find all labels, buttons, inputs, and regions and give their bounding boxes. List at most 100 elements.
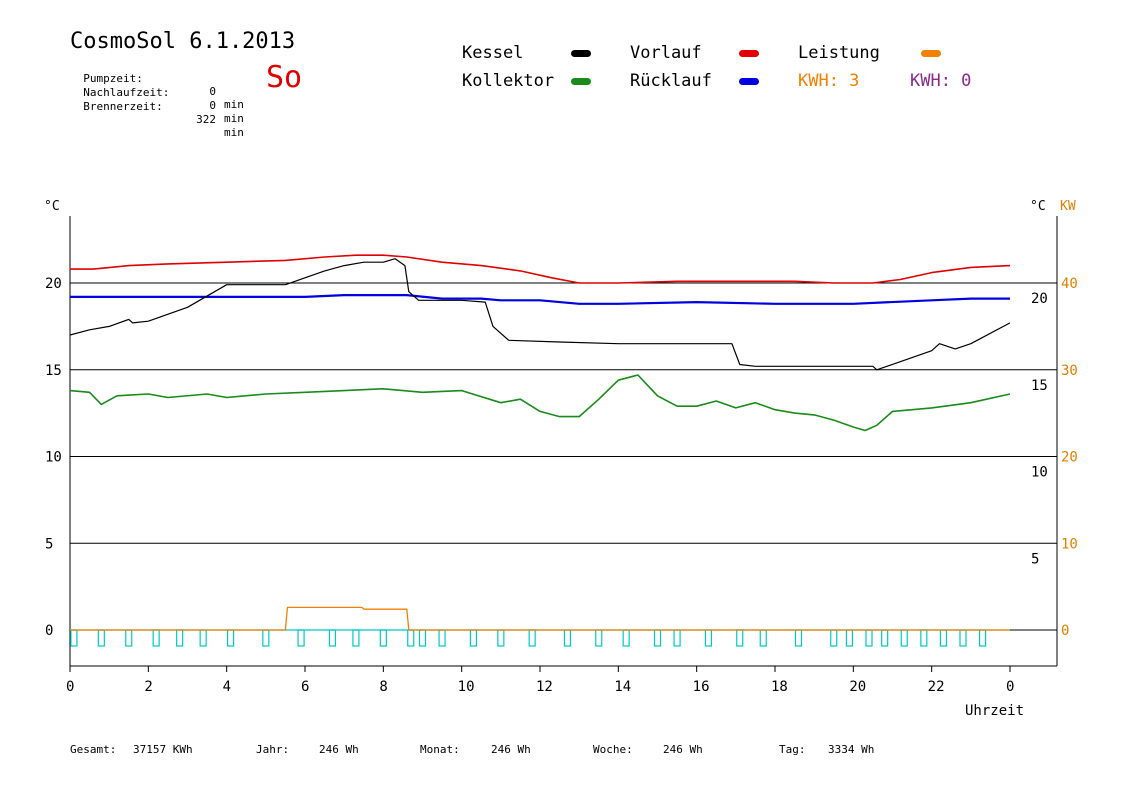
pump-pulse <box>70 629 78 647</box>
footer-tag-label: Tag: <box>779 743 806 756</box>
stat-label: Pumpzeit: <box>83 72 143 85</box>
y-axis-title-left: °C <box>44 199 60 214</box>
x-tick-label: 2 <box>144 679 152 695</box>
stat-unit: min <box>224 98 244 111</box>
legend-ruecklauf-swatch <box>739 78 759 85</box>
pump-pulse <box>125 629 133 647</box>
pump-pulse <box>900 629 908 647</box>
pump-pulse <box>379 629 387 647</box>
legend-kessel-swatch <box>571 50 591 57</box>
x-tick-label: 8 <box>379 679 387 695</box>
legend-leistung-label: Leistung <box>798 43 880 63</box>
legend-kwh-secondary: KWH: 0 <box>910 71 972 91</box>
pump-pulse <box>865 629 873 647</box>
pump-pulse <box>978 629 987 647</box>
pump-pulse <box>328 629 337 647</box>
pump-pulse <box>622 629 630 647</box>
pump-pulse <box>176 629 184 647</box>
weekday-label: So <box>266 60 303 95</box>
series-line-kessel <box>69 258 1011 371</box>
pump-pulse <box>352 629 360 647</box>
page-title: CosmoSol 6.1.2013 <box>70 29 296 54</box>
x-tick-label: 22 <box>928 679 945 695</box>
pump-pulse <box>939 629 948 647</box>
pump-pulse <box>407 629 415 647</box>
y-tick-label-kw: 40 <box>1061 276 1078 292</box>
pump-pulse <box>262 629 270 647</box>
pump-pulse <box>759 629 767 647</box>
pump-pulse <box>881 629 889 647</box>
pump-pulse <box>152 629 160 647</box>
legend-leistung-swatch <box>921 50 941 57</box>
y-tick-label-right: 5 <box>1031 551 1039 567</box>
x-tick-label: 18 <box>771 679 788 695</box>
stat-value: 0 <box>209 85 216 98</box>
legend-ruecklauf-label: Rücklauf <box>630 71 712 91</box>
pump-pulse <box>653 629 662 647</box>
footer-monat-label: Monat: <box>420 743 460 756</box>
y-tick-label-left: 20 <box>45 276 62 292</box>
pump-pulse <box>563 629 572 647</box>
footer-woche-value: 246 Wh <box>663 743 703 756</box>
y-axis-title-right: °C <box>1030 199 1046 214</box>
pump-pulse <box>497 629 505 647</box>
y-tick-label-left: 5 <box>45 536 53 552</box>
pump-pulse <box>226 629 235 647</box>
stat-value: 322 <box>196 113 216 126</box>
footer-woche-label: Woche: <box>593 743 633 756</box>
stat-nachlaufzeit: Nachlaufzeit: 0 min <box>70 73 244 125</box>
legend-kessel-label: Kessel <box>462 43 524 63</box>
stat-label: Nachlaufzeit: <box>83 86 170 99</box>
pump-pulse <box>704 629 713 647</box>
y-tick-label-left: 10 <box>45 450 62 466</box>
y-tick-label-kw: 10 <box>1061 536 1078 552</box>
y-tick-label-left: 15 <box>45 363 62 379</box>
footer-jahr-value: 246 Wh <box>319 743 359 756</box>
y-tick-label-right: 15 <box>1031 378 1048 394</box>
series-line-leistung <box>70 606 1010 631</box>
footer-gesamt-label: Gesamt: <box>70 743 117 756</box>
x-axis-title: Uhrzeit <box>965 703 1024 719</box>
pump-pulse <box>736 629 744 647</box>
y-tick-label-kw: 30 <box>1061 363 1078 379</box>
pump-pulse <box>920 629 928 647</box>
footer-jahr-label: Jahr: <box>256 743 290 756</box>
x-tick-label: 14 <box>614 679 631 695</box>
legend-vorlauf-label: Vorlauf <box>630 43 702 63</box>
x-tick-label: 20 <box>849 679 866 695</box>
pump-pulse <box>595 629 603 647</box>
y-tick-label-right: 10 <box>1031 465 1048 481</box>
x-tick-label: 4 <box>223 679 231 695</box>
y-axis-title-kw: KW <box>1060 199 1076 214</box>
pump-pulse <box>438 629 446 647</box>
legend-vorlauf-swatch <box>739 50 759 57</box>
pump-pulse <box>297 629 305 647</box>
footer-gesamt-value: 37157 KWh <box>133 743 193 756</box>
y-tick-label-right: 20 <box>1031 291 1048 307</box>
legend-kollektor-label: Kollektor <box>462 71 555 91</box>
series-line-kollektor <box>69 374 1011 432</box>
pump-pulse <box>469 629 478 647</box>
y-tick-label-kw: 20 <box>1061 450 1078 466</box>
pump-pulse <box>845 629 854 647</box>
y-tick-label-kw: 0 <box>1061 623 1069 639</box>
legend-kwh-leistung: KWH: 3 <box>798 71 860 91</box>
x-tick-label: 0 <box>66 679 74 695</box>
pump-pulse <box>418 629 427 647</box>
footer-monat-value: 246 Wh <box>491 743 531 756</box>
pump-pulse <box>794 629 803 647</box>
stat-value: 0 <box>209 99 216 112</box>
legend-kollektor-swatch <box>571 78 591 85</box>
series-line-vorlauf <box>70 254 1011 284</box>
pump-pulse <box>199 629 207 647</box>
pump-pulse <box>959 629 967 647</box>
x-tick-label: 0 <box>1006 679 1014 695</box>
pump-pulse <box>830 629 838 647</box>
pump-pulse <box>97 629 105 647</box>
stat-unit: min <box>224 112 244 125</box>
x-tick-label: 6 <box>301 679 309 695</box>
x-tick-label: 16 <box>693 679 710 695</box>
stat-pumpzeit: Pumpzeit: 0 min <box>70 59 244 111</box>
pump-pulse <box>673 629 681 647</box>
